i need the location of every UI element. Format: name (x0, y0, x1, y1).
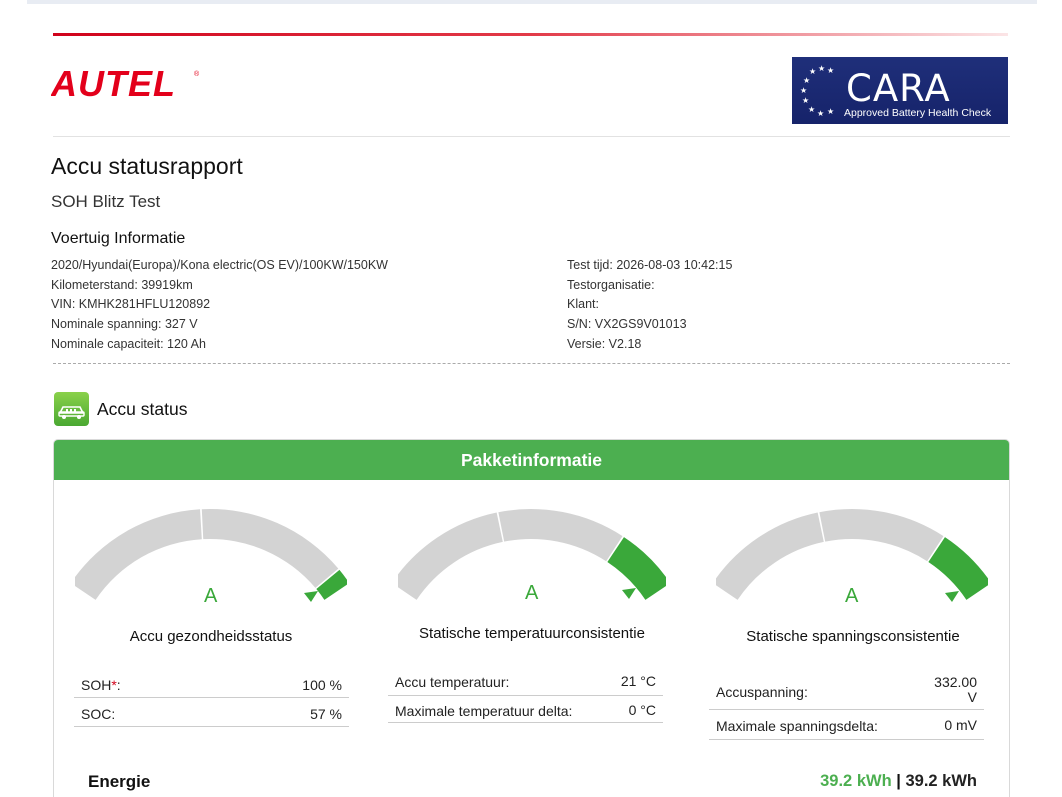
svg-text:★: ★ (808, 105, 815, 114)
accu-voltage-label: Accuspanning: (716, 684, 808, 700)
soc-value: 57 % (310, 706, 342, 722)
gauge-track-segment (819, 509, 944, 562)
svg-text:★: ★ (827, 66, 834, 75)
autel-logo: AUTEL ® (51, 66, 200, 100)
cara-wordmark: CARA (846, 67, 951, 110)
table-row: Maximale temperatuur delta: 0 °C (388, 696, 663, 723)
serial-number: S/N: VX2GS9V01013 (567, 317, 687, 332)
gauge-pointer (304, 591, 318, 602)
svg-text:★: ★ (803, 76, 810, 85)
table-row: Accuspanning: 332.00 V (709, 671, 984, 710)
energy-value: 39.2 kWh | 39.2 kWh (820, 772, 977, 790)
svg-text:®: ® (194, 70, 200, 78)
svg-text:★: ★ (800, 86, 807, 95)
vin: VIN: KMHK281HFLU120892 (51, 297, 211, 312)
temperature-grade: A (525, 582, 539, 604)
gauge-value-segment (607, 537, 666, 600)
temperature-label: Statische temperatuurconsistentie (419, 625, 645, 642)
vehicle-model: 2020/Hyundai(Europa)/Kona electric(OS EV… (51, 258, 388, 272)
table-row: Maximale spanningsdelta: 0 mV (709, 710, 984, 740)
energy-label: Energie (88, 772, 151, 791)
autel-logo-text: AUTEL (51, 66, 176, 100)
accu-temp-label: Accu temperatuur: (395, 674, 510, 690)
package-info-panel: Pakketinformatie (53, 439, 1010, 797)
page-title: Accu statusrapport (51, 153, 243, 179)
battery-car-icon (54, 392, 89, 426)
vehicle-info-left: 2020/Hyundai(Europa)/Kona electric(OS EV… (51, 256, 388, 355)
vehicle-info-heading: Voertuig Informatie (51, 230, 186, 247)
max-voltage-delta-value: 0 mV (944, 717, 977, 733)
health-gauge (75, 509, 347, 602)
cara-logo: ★ ★ ★ ★ ★ ★ ★ ★ ★ CARA Approved Battery Health… (792, 57, 1008, 124)
nominal-capacity: Nominale capaciteit: 120 Ah (51, 336, 206, 351)
test-organisation: Testorganisatie: (567, 277, 655, 292)
customer: Klant: (567, 297, 599, 312)
gauge-track-segment (498, 509, 623, 562)
voltage-gauge (716, 509, 988, 602)
soh-label: SOH*: (81, 677, 121, 693)
table-row: SOC: 57 % (74, 698, 349, 727)
soc-label: SOC: (81, 706, 116, 722)
soh-value: 100 % (302, 677, 342, 693)
accu-voltage-value: 332.00 V (934, 674, 977, 705)
gauge-track-segment (201, 509, 339, 588)
odometer: Kilometerstand: 39919km (51, 277, 193, 292)
svg-text:★: ★ (809, 67, 816, 76)
svg-text:★: ★ (827, 107, 834, 116)
table-row: Accu temperatuur: 21 °C (388, 666, 663, 696)
energy-current: 39.2 kWh (820, 772, 892, 790)
health-grade: A (204, 585, 218, 607)
max-temp-delta-value: 0 °C (628, 702, 656, 718)
temperature-table: Accu temperatuur: 21 °C Maximale tempera… (388, 666, 663, 723)
eu-stars-icon: ★ ★★ ★★★ ★ ★ ★ (800, 64, 834, 118)
gauge-pointer (945, 591, 959, 602)
gauge-value-segment (316, 569, 347, 600)
voltage-grade: A (845, 585, 859, 607)
header-divider (53, 136, 1010, 137)
svg-text:★: ★ (818, 64, 825, 73)
energy-nominal: 39.2 kWh (905, 772, 977, 790)
gauge-pointer (622, 588, 636, 599)
vehicle-info-right: Test tijd: 2026-08-03 10:42:15 Testorgan… (567, 256, 732, 355)
test-time: Test tijd: 2026-08-03 10:42:15 (567, 258, 733, 272)
voltage-table: Accuspanning: 332.00 V Maximale spannings… (709, 671, 984, 740)
gauge-track-segment (75, 509, 202, 600)
temperature-gauge (398, 509, 666, 600)
svg-text:★: ★ (802, 96, 809, 105)
gauge-track-segment (398, 512, 503, 600)
health-label: Accu gezondheidsstatus (129, 628, 293, 645)
accu-temp-value: 21 °C (620, 673, 656, 689)
gauge-value-segment (928, 537, 988, 600)
header-accent-line (53, 33, 1008, 36)
svg-text:★: ★ (817, 109, 824, 118)
max-voltage-delta-label: Maximale spanningsdelta: (716, 718, 878, 734)
accu-status-title: Accu status (97, 399, 188, 419)
gauge-track-segment (716, 512, 824, 600)
version: Versie: V2.18 (567, 336, 642, 351)
nominal-voltage: Nominale spanning: 327 V (51, 317, 198, 332)
panel-header: Pakketinformatie (54, 440, 1009, 480)
top-bar (27, 0, 1037, 4)
health-table: SOH*: 100 % SOC: 57 % (74, 669, 349, 727)
voltage-label: Statische spanningsconsistentie (746, 628, 960, 645)
page-subtitle: SOH Blitz Test (51, 192, 161, 211)
section-divider (53, 363, 1010, 364)
table-row: SOH*: 100 % (74, 669, 349, 698)
max-temp-delta-label: Maximale temperatuur delta: (395, 703, 573, 719)
cara-tagline: Approved Battery Health Check (844, 107, 992, 119)
